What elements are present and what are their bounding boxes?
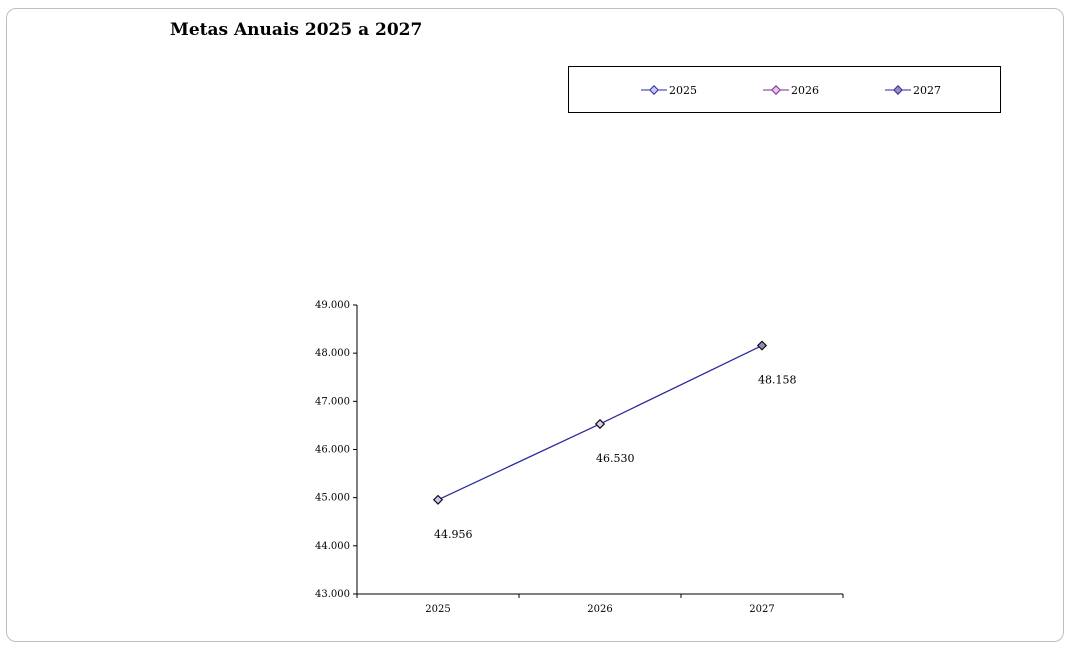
chart-legend: 2025 2026 2027 bbox=[568, 66, 1001, 113]
y-tick-label: 46.000 bbox=[315, 445, 350, 456]
data-label: 44.956 bbox=[434, 528, 473, 541]
legend-label-2027: 2027 bbox=[913, 83, 941, 97]
legend-marker-2026 bbox=[763, 85, 789, 95]
x-tick-label: 2026 bbox=[587, 604, 612, 615]
legend-marker-2027 bbox=[885, 85, 911, 95]
y-tick-label: 43.000 bbox=[315, 589, 350, 600]
chart-title: Metas Anuais 2025 a 2027 bbox=[170, 20, 423, 40]
y-tick-label: 44.000 bbox=[315, 541, 350, 552]
y-tick-label: 48.000 bbox=[315, 348, 350, 359]
data-point-marker bbox=[756, 340, 768, 351]
legend-label-2025: 2025 bbox=[669, 83, 697, 97]
legend-marker-2025 bbox=[641, 85, 667, 95]
legend-entry-2027: 2027 bbox=[885, 83, 941, 97]
data-point-marker bbox=[594, 418, 606, 430]
legend-entry-2026: 2026 bbox=[763, 83, 819, 97]
x-tick-label: 2025 bbox=[425, 604, 450, 615]
legend-label-2026: 2026 bbox=[791, 83, 819, 97]
y-tick-label: 49.000 bbox=[315, 300, 350, 311]
chart-frame bbox=[6, 8, 1064, 642]
legend-entry-2025: 2025 bbox=[641, 83, 697, 97]
y-tick-label: 45.000 bbox=[315, 493, 350, 504]
x-tick-label: 2027 bbox=[749, 604, 774, 615]
data-label: 48.158 bbox=[758, 374, 797, 387]
data-label: 46.530 bbox=[596, 452, 635, 465]
y-tick-label: 47.000 bbox=[315, 396, 350, 407]
data-point-marker bbox=[432, 494, 444, 505]
